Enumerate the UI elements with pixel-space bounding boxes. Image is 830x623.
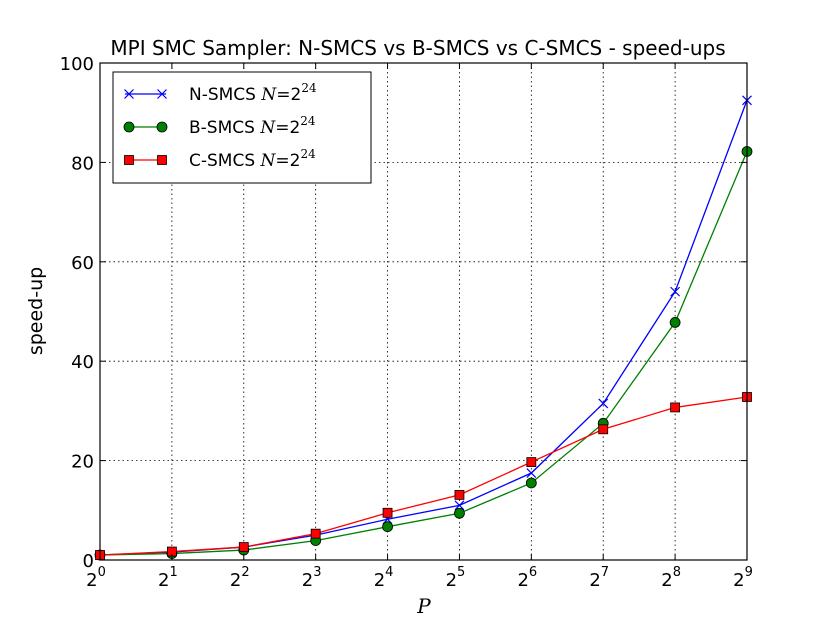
x-tick-label: 25	[446, 565, 466, 591]
x-tick-label-exponent: 3	[313, 565, 321, 580]
legend-swatch-marker	[157, 89, 167, 99]
legend-math-exponent: 24	[300, 114, 316, 128]
legend-swatch-marker	[123, 121, 135, 133]
data-point-c-smcs	[526, 457, 537, 467]
legend-entry-c-smcs: C-SMCS N=224	[124, 147, 316, 171]
y-axis-label: speed-up	[25, 267, 47, 355]
x-tick-label-base: 2	[374, 570, 385, 591]
legend-label: B-SMCS N=224	[189, 114, 316, 138]
x-tick-label: 29	[733, 565, 753, 591]
legend-math-exponent: 24	[301, 81, 317, 95]
legend-entry-b-smcs: B-SMCS N=224	[123, 114, 316, 138]
legend-entry-n-smcs: N-SMCS N=224	[124, 81, 317, 105]
x-tick-label: 21	[158, 565, 178, 591]
x-tick-label: 26	[517, 565, 537, 591]
data-point-b-smcs	[382, 521, 393, 533]
series-group	[94, 95, 753, 561]
x-tick-label-base: 2	[158, 570, 169, 591]
legend-math-var: N	[259, 118, 276, 138]
x-tick-label-exponent: 5	[457, 565, 465, 580]
legend-label: C-SMCS N=224	[189, 147, 316, 171]
legend-series-name: C-SMCS	[189, 151, 261, 171]
x-tick-label-base: 2	[230, 570, 241, 591]
x-tick-label: 27	[589, 565, 609, 591]
x-tick-label-exponent: 7	[601, 565, 609, 580]
x-tick-label: 28	[661, 565, 681, 591]
data-point-b-smcs	[669, 317, 681, 328]
legend-series-name: B-SMCS	[189, 118, 260, 138]
plot-area-frame	[99, 62, 748, 561]
legend-label: N-SMCS N=224	[189, 81, 317, 105]
legend-math-exponent: 24	[300, 147, 316, 161]
legend-swatch-marker	[157, 155, 167, 165]
data-point-b-smcs	[525, 477, 537, 489]
data-point-n-smcs	[598, 398, 609, 409]
x-tick-label-exponent: 8	[673, 565, 681, 580]
x-tick-label-exponent: 0	[98, 565, 106, 580]
x-tick-label: 22	[230, 565, 250, 591]
legend-math-eq: =	[276, 85, 290, 105]
series-line-c-smcs	[99, 396, 748, 556]
x-tick-label: 24	[374, 565, 394, 591]
x-axis-label: P	[416, 594, 431, 618]
legend-math-var: N	[260, 151, 277, 171]
data-point-c-smcs	[310, 528, 321, 539]
y-tick-label: 0	[83, 551, 94, 572]
x-tick-label-exponent: 6	[529, 565, 537, 580]
legend-math-base: 2	[289, 118, 300, 138]
x-tick-label-base: 2	[733, 570, 744, 591]
legend-math-var: N	[260, 85, 277, 105]
x-tick-label-exponent: 9	[745, 565, 753, 580]
data-point-c-smcs	[238, 542, 249, 552]
x-tick-label-exponent: 1	[169, 565, 177, 580]
series-c-smcs	[95, 392, 752, 560]
x-tick-label-base: 2	[589, 570, 600, 591]
legend-swatch-marker	[156, 121, 168, 133]
chart-title: MPI SMC Sampler: N-SMCS vs B-SMCS vs C-S…	[110, 36, 725, 60]
x-tick-label-base: 2	[446, 570, 457, 591]
data-point-c-smcs	[598, 424, 609, 435]
x-tick-label-base: 2	[517, 570, 528, 591]
series-line-b-smcs	[99, 151, 748, 556]
x-tick-label-exponent: 4	[385, 565, 393, 580]
legend-math-base: 2	[291, 85, 302, 105]
x-tick-label-exponent: 2	[241, 565, 249, 580]
data-point-b-smcs	[454, 507, 465, 519]
x-tick-label: 23	[302, 565, 322, 591]
data-point-n-smcs	[454, 500, 465, 511]
legend-math-base: 2	[290, 151, 301, 171]
x-tick-label-base: 2	[86, 570, 97, 591]
x-tick-label-base: 2	[302, 570, 313, 591]
legend-series-name: N-SMCS	[189, 85, 261, 105]
legend-math-eq: =	[275, 118, 289, 138]
y-tick-label: 80	[71, 153, 94, 174]
data-point-c-smcs	[382, 507, 393, 518]
y-tick-label: 60	[71, 253, 94, 274]
data-point-n-smcs	[670, 286, 681, 297]
data-point-c-smcs	[670, 402, 681, 413]
data-point-n-smcs	[526, 468, 537, 478]
x-tick-label-base: 2	[661, 570, 672, 591]
y-tick-label: 20	[71, 452, 94, 473]
x-tick-label: 20	[86, 565, 106, 591]
legend-math-eq: =	[275, 151, 289, 171]
legend-swatch-marker	[124, 89, 134, 99]
y-tick-label: 100	[60, 54, 94, 75]
data-point-c-smcs	[454, 489, 465, 500]
y-tick-label: 40	[71, 352, 94, 373]
legend-swatch-marker	[124, 155, 134, 165]
grid-lines	[100, 63, 747, 560]
